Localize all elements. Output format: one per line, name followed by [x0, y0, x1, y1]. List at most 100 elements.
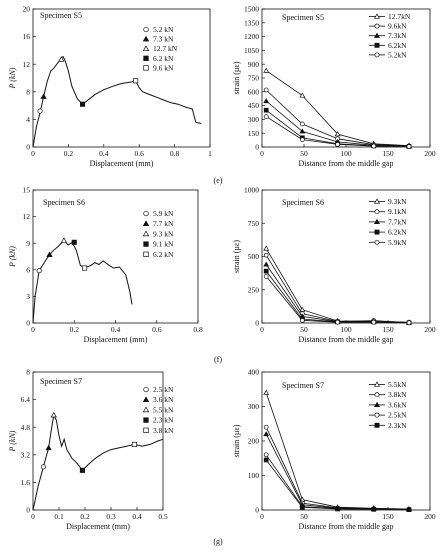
y-tick-label: 400 — [248, 368, 260, 377]
y-tick-label: 3.2 — [21, 450, 31, 459]
y-tick-label: 300 — [248, 115, 260, 124]
series-line — [265, 270, 410, 324]
legend-marker — [143, 241, 149, 247]
y-tick-label: 0 — [255, 143, 259, 152]
x-tick-label: 0.6 — [152, 325, 162, 334]
x-axis-label: Displacement (mm) — [66, 522, 130, 531]
y-tick-label: 3 — [26, 292, 30, 301]
x-tick-label: 0.6 — [135, 149, 145, 158]
legend-marker — [143, 427, 149, 433]
legend-label: 5.5kN — [388, 380, 407, 389]
panel-label-e: (e) — [214, 176, 223, 185]
y-tick-label: 1050 — [244, 46, 259, 55]
y-tick-label: 8 — [26, 368, 30, 377]
chart-title: Specimen S7 — [282, 381, 324, 390]
y-tick-label: 4 — [26, 115, 30, 124]
legend-marker — [374, 422, 380, 428]
y-tick-label: 8 — [26, 87, 30, 96]
legend-label: 2.5 kN — [153, 385, 174, 394]
data-marker — [60, 237, 68, 243]
data-point — [406, 144, 412, 149]
y-axis-label: P (kN) — [8, 67, 17, 89]
chart-title: Specimen S5 — [282, 13, 324, 22]
legend-marker — [373, 381, 381, 387]
series-line — [265, 427, 410, 510]
x-tick-label: 0 — [31, 325, 35, 334]
legend-marker — [374, 239, 380, 245]
data-marker — [40, 464, 46, 470]
legend-label: 7.7 kN — [153, 219, 174, 228]
data-marker — [45, 444, 52, 451]
data-marker — [131, 441, 137, 448]
legend-marker — [374, 209, 380, 215]
data-point — [263, 67, 270, 73]
data-point — [334, 131, 341, 137]
x-tick-label: 50 — [300, 149, 308, 158]
x-tick-label: 0.8 — [193, 325, 203, 334]
x-tick-label: 150 — [382, 512, 394, 521]
x-tick-label: 150 — [382, 149, 394, 158]
legend-marker — [143, 55, 149, 61]
x-tick-label: 50 — [300, 325, 308, 334]
y-tick-label: 100 — [248, 471, 260, 480]
chart-s6-strain: 0 50 100 150 200 0 250 500 750 1000 Distance from … — [232, 186, 436, 344]
legend-label: 3.6 kN — [153, 395, 174, 404]
x-tick-label: 0.4 — [132, 512, 142, 521]
data-point — [299, 92, 306, 98]
data-marker — [58, 56, 65, 62]
data-point — [263, 389, 270, 395]
data-marker — [82, 265, 88, 271]
data-marker — [71, 239, 77, 245]
legend-label: 2.3 kN — [153, 416, 174, 425]
y-axis-label: strain (µε) — [232, 240, 241, 273]
data-point — [263, 268, 269, 274]
data-point — [263, 457, 269, 463]
data-point — [263, 424, 269, 430]
y-tick-label: 150 — [248, 129, 260, 138]
x-tick-label: 0.3 — [106, 512, 116, 521]
legend-marker — [142, 45, 150, 52]
chart-s6-load: 0 0.2 0.4 0.6 0.8 0 3 6 9 12 15 Displacement (mm) P … — [8, 186, 203, 344]
legend-marker — [373, 13, 381, 19]
data-point — [299, 137, 305, 142]
data-point — [299, 504, 305, 510]
legend-label: 9.6kN — [388, 22, 407, 31]
legend-marker — [143, 65, 149, 71]
legend-marker — [373, 401, 381, 408]
legend-marker — [374, 23, 380, 29]
y-tick-label: 1500 — [244, 5, 259, 14]
x-tick-label: 0 — [31, 149, 35, 158]
data-marker — [50, 411, 57, 418]
x-tick-label: 0 — [260, 149, 264, 158]
y-tick-label: 6.4 — [21, 395, 31, 404]
chart-title: Specimen S6 — [43, 198, 85, 207]
data-point — [263, 252, 269, 258]
y-tick-label: 1.6 — [21, 478, 31, 487]
y-tick-label: 12 — [23, 212, 31, 221]
y-tick-label: 750 — [248, 219, 260, 228]
legend-label: 2.3kN — [388, 421, 407, 430]
y-tick-label: 16 — [23, 32, 31, 41]
legend-label: 7.3kN — [388, 31, 407, 40]
data-point — [263, 97, 270, 104]
x-tick-label: 0 — [260, 512, 264, 521]
x-tick-label: 0.2 — [64, 149, 74, 158]
x-tick-label: 0.2 — [80, 512, 90, 521]
data-marker — [79, 467, 85, 473]
y-axis-label: strain (µε) — [232, 61, 241, 94]
x-tick-label: 0.1 — [54, 512, 64, 521]
legend-label: 5.9 kN — [153, 209, 174, 218]
data-point — [335, 142, 340, 147]
x-tick-label: 0.4 — [99, 149, 109, 158]
y-axis-label: strain (µε) — [232, 424, 241, 457]
legend-label: 9.1kN — [388, 207, 407, 216]
data-point — [263, 114, 269, 119]
x-axis-label: Displacement (mm) — [90, 159, 154, 168]
x-tick-label: 0 — [260, 325, 264, 334]
legend-label: 6.2 kN — [153, 54, 174, 63]
legend-label: 12.7kN — [388, 12, 411, 21]
y-tick-label: 450 — [248, 101, 260, 110]
x-tick-label: 1 — [208, 149, 212, 158]
legend-label: 9.3 kN — [153, 229, 174, 238]
chart-s5-strain: 0 50 100 150 200 0 150 300 450 600 750 900 1050 1200 1… — [232, 5, 436, 168]
